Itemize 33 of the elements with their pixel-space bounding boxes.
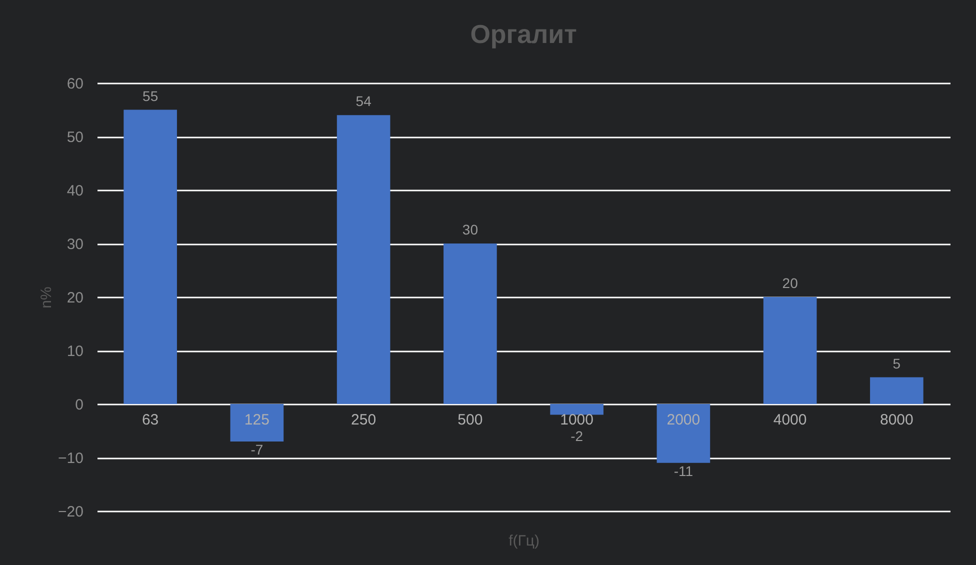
y-tick-label: 0: [75, 396, 84, 414]
bar: [230, 404, 284, 442]
data-label: 55: [142, 88, 158, 104]
y-tick-label: 50: [66, 129, 84, 146]
bar: [550, 404, 604, 415]
data-label: 5: [892, 355, 901, 372]
data-label: 20: [782, 275, 798, 291]
x-tick-label: 250: [351, 412, 376, 428]
data-label: -2: [570, 428, 584, 444]
bar: [336, 115, 390, 404]
x-tick-label: 8000: [880, 412, 914, 428]
y-tick-label: 20: [66, 290, 84, 306]
y-tick-label: 40: [66, 182, 84, 200]
x-tick-label: 2000: [666, 412, 700, 428]
bar: [763, 297, 817, 404]
y-tick-label: 60: [66, 76, 84, 92]
y-tick-label: −10: [58, 450, 84, 467]
bar: [124, 110, 177, 404]
x-tick-label: 4000: [773, 412, 807, 428]
bar: [444, 244, 497, 404]
y-tick-label: 10: [66, 343, 84, 360]
bar: [870, 377, 924, 404]
x-tick-label: 63: [142, 412, 159, 428]
x-tick-label: 1000: [560, 412, 594, 428]
x-tick-label: 500: [458, 412, 483, 428]
data-label: 30: [462, 222, 478, 238]
y-tick-label: −20: [58, 504, 84, 520]
y-tick-label: 30: [66, 236, 84, 253]
data-label: -11: [674, 462, 694, 479]
data-label: 54: [356, 93, 372, 110]
data-label: -7: [250, 441, 264, 458]
x-tick-label: 125: [244, 412, 270, 428]
bar: [656, 404, 710, 463]
